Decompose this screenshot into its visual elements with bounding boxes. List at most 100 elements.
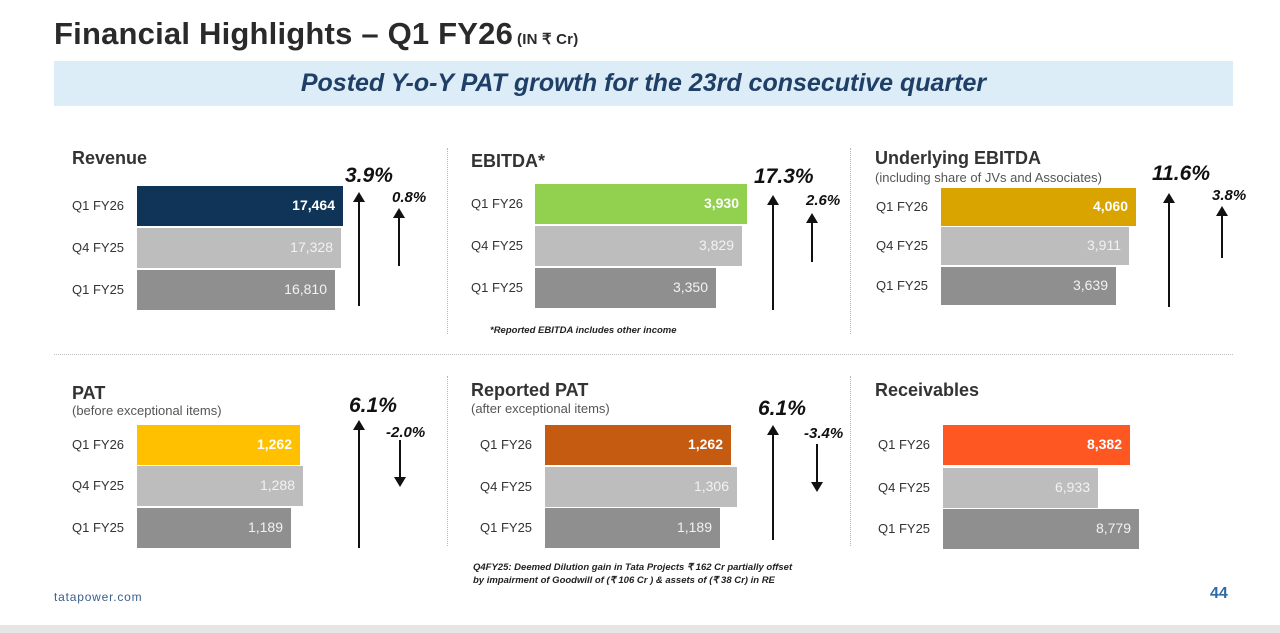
revenue-qoq-growth: 0.8% — [392, 189, 427, 206]
divider-vertical-top-1 — [447, 148, 448, 334]
ebitda-qoq-arrow-icon-shaft — [811, 222, 813, 262]
reported-pat-yoy-arrow-icon-shaft — [772, 434, 774, 540]
underlying-ebitda-yoy-arrow-icon-head — [1163, 193, 1175, 203]
receivables-bar-1 — [943, 425, 1130, 465]
reported-pat-qoq-arrow-icon-shaft — [816, 444, 818, 483]
reported-pat-category-label: Q1 FY26 — [480, 437, 533, 452]
divider-horizontal — [54, 354, 1233, 355]
underlying-ebitda-yoy-arrow-icon-shaft — [1168, 202, 1170, 307]
banner-text: Posted Y-o-Y PAT growth for the 23rd con… — [300, 69, 987, 97]
revenue-bar-1 — [137, 186, 343, 226]
receivables-bar-3 — [943, 509, 1139, 549]
pat-bar-3 — [137, 508, 291, 548]
underlying-ebitda-bar-2 — [941, 227, 1129, 265]
pat-qoq-arrow-icon — [394, 440, 406, 487]
page-title-text: Financial Highlights – Q1 FY26 — [54, 16, 514, 51]
ebitda-value-label: 3,930 — [703, 195, 739, 211]
underlying-ebitda-category-label: Q1 FY25 — [876, 278, 929, 293]
underlying-ebitda-qoq-arrow-icon — [1216, 206, 1228, 258]
underlying-ebitda-yoy-arrow-icon — [1163, 193, 1175, 307]
pat-value-label: 1,262 — [256, 436, 292, 452]
revenue-yoy-growth: 3.9% — [345, 164, 393, 187]
pat-qoq-arrow-icon-head — [394, 477, 406, 487]
reported-pat-qoq-arrow-icon — [811, 444, 823, 492]
underlying-ebitda-bar-3 — [941, 267, 1116, 305]
underlying-ebitda-qoq-arrow-icon-head — [1216, 206, 1228, 216]
page-number: 44 — [1210, 585, 1228, 602]
reported-pat-value-label: 1,262 — [687, 436, 723, 452]
ebitda-yoy-arrow-icon-head — [767, 195, 779, 205]
revenue-title: Revenue — [72, 148, 148, 168]
ebitda-qoq-arrow-icon — [806, 213, 818, 262]
pat-bar-1 — [137, 425, 300, 465]
pat-yoy-arrow-icon-shaft — [358, 429, 360, 548]
reported-pat-qoq-growth: -3.4% — [804, 425, 844, 442]
underlying-ebitda-qoq-arrow-icon-shaft — [1221, 215, 1223, 258]
ebitda-bar-2 — [535, 226, 742, 266]
reported-pat-qoq-arrow-icon-head — [811, 482, 823, 492]
pat-category-label: Q1 FY26 — [72, 437, 125, 452]
reported-pat-yoy-growth: 6.1% — [758, 397, 806, 420]
ebitda-yoy-growth: 17.3% — [754, 165, 814, 188]
pat-yoy-arrow-icon-head — [353, 420, 365, 430]
ebitda-yoy-arrow-icon-shaft — [772, 204, 774, 310]
underlying-ebitda-category-label: Q4 FY25 — [876, 238, 929, 253]
reported-pat-bar-1 — [545, 425, 731, 465]
receivables-category-label: Q1 FY26 — [878, 437, 931, 452]
underlying-ebitda-value-label: 4,060 — [1092, 198, 1128, 214]
underlying-ebitda-value-label: 3,911 — [1087, 237, 1121, 253]
reported-pat-category-label: Q4 FY25 — [480, 479, 533, 494]
divider-vertical-bottom-2 — [850, 376, 851, 546]
revenue-category-label: Q1 FY25 — [72, 282, 125, 297]
revenue-value-label: 16,810 — [284, 281, 327, 297]
pat-title: PAT — [72, 383, 106, 403]
ebitda-bar-1 — [535, 184, 747, 224]
reported-pat-category-label: Q1 FY25 — [480, 520, 533, 535]
ebitda-bar-3 — [535, 268, 716, 308]
underlying-ebitda-subtitle: (including share of JVs and Associates) — [875, 170, 1102, 185]
receivables-title: Receivables — [875, 380, 980, 400]
revenue-category-label: Q4 FY25 — [72, 240, 125, 255]
ebitda-qoq-arrow-icon-head — [806, 213, 818, 223]
revenue-yoy-arrow-icon-head — [353, 192, 365, 202]
reported-pat-value-label: 1,306 — [693, 478, 729, 494]
reported-pat-value-label: 1,189 — [676, 519, 712, 535]
divider-vertical-top-2 — [850, 148, 851, 334]
revenue-qoq-arrow-icon-shaft — [398, 217, 400, 266]
receivables-category-label: Q4 FY25 — [878, 480, 931, 495]
receivables-value-label: 6,933 — [1054, 479, 1090, 495]
revenue-yoy-arrow-icon — [353, 192, 365, 306]
pat-subtitle: (before exceptional items) — [72, 403, 222, 418]
pat-bar-2 — [137, 466, 303, 506]
pat-value-label: 1,288 — [259, 477, 295, 493]
reported-pat-bar-3 — [545, 508, 720, 548]
underlying-ebitda-category-label: Q1 FY26 — [876, 199, 929, 214]
page-title: Financial Highlights – Q1 FY26 (IN ₹ Cr) — [54, 16, 578, 52]
ebitda-footnote: *Reported EBITDA includes other income — [490, 325, 677, 336]
pat-yoy-arrow-icon — [353, 420, 365, 548]
ebitda-yoy-arrow-icon — [767, 195, 779, 310]
highlight-banner: Posted Y-o-Y PAT growth for the 23rd con… — [54, 61, 1233, 106]
pat-category-label: Q4 FY25 — [72, 478, 125, 493]
ebitda-category-label: Q1 FY26 — [471, 196, 524, 211]
reported-pat-bar-2 — [545, 467, 737, 507]
revenue-qoq-arrow-icon-head — [393, 208, 405, 218]
reported-pat-footnote: Q4FY25: Deemed Dilution gain in Tata Pro… — [473, 562, 793, 586]
divider-vertical-bottom-1 — [447, 376, 448, 546]
receivables-bar-2 — [943, 468, 1098, 508]
revenue-bar-3 — [137, 270, 335, 310]
ebitda-category-label: Q1 FY25 — [471, 280, 524, 295]
reported-pat-yoy-arrow-icon-head — [767, 425, 779, 435]
pat-category-label: Q1 FY25 — [72, 520, 125, 535]
underlying-ebitda-yoy-growth: 11.6% — [1152, 162, 1210, 185]
underlying-ebitda-bar-1 — [941, 188, 1136, 226]
pat-qoq-growth: -2.0% — [386, 424, 426, 441]
reported-pat-yoy-arrow-icon — [767, 425, 779, 540]
revenue-value-label: 17,328 — [290, 239, 333, 255]
receivables-value-label: 8,779 — [1095, 520, 1131, 536]
bottom-strip — [0, 625, 1280, 633]
ebitda-category-label: Q4 FY25 — [471, 238, 524, 253]
revenue-yoy-arrow-icon-shaft — [358, 201, 360, 306]
pat-qoq-arrow-icon-shaft — [399, 440, 401, 478]
revenue-bar-2 — [137, 228, 341, 268]
